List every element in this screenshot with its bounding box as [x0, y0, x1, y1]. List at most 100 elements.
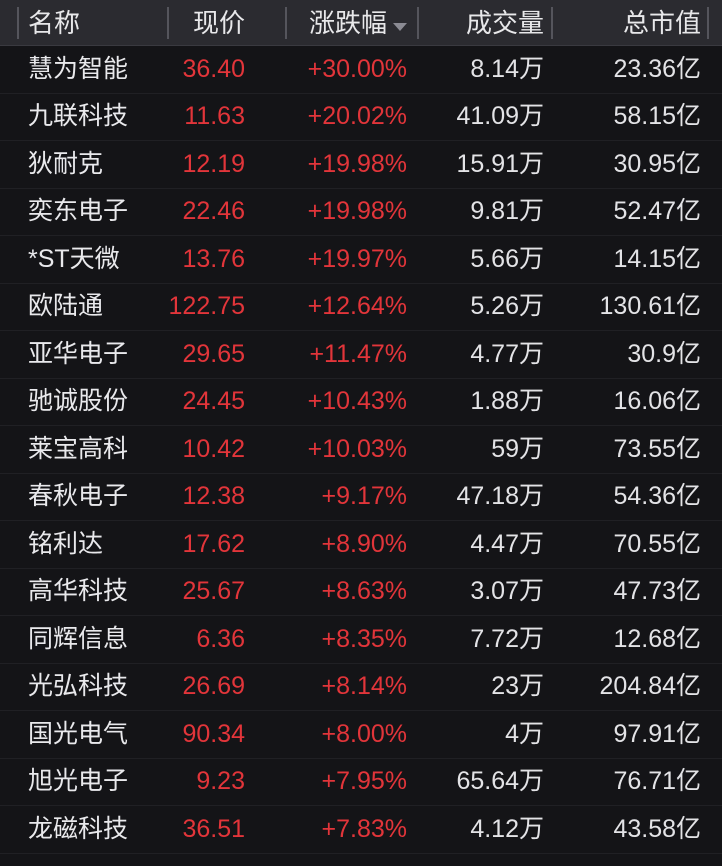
- cell-name: 慧为智能: [28, 54, 129, 83]
- cell-price: 12.38: [182, 482, 245, 510]
- cell-market-cap: 12.68亿: [613, 624, 701, 653]
- cell-change: +20.02%: [307, 102, 407, 130]
- row-left-spacer: [0, 331, 17, 378]
- cell-name: 亚华电子: [28, 339, 129, 368]
- column-header-name[interactable]: 名称: [17, 0, 167, 46]
- column-header-price[interactable]: 现价: [167, 0, 285, 46]
- cell-change: +8.35%: [321, 624, 408, 653]
- cell-volume: 41.09万: [456, 102, 544, 130]
- cell-market-cap: 47.73亿: [613, 577, 701, 605]
- table-row[interactable]: 奕东电子 22.46 +19.98% 9.81万 52.47亿: [0, 189, 722, 236]
- cell-price: 36.40: [182, 54, 245, 83]
- table-row[interactable]: 龙磁科技 36.51 +7.83% 4.12万 43.58亿: [0, 806, 722, 854]
- cell-market-cap: 73.55亿: [613, 434, 701, 463]
- row-left-spacer: [0, 806, 17, 853]
- chevron-down-icon[interactable]: [393, 22, 407, 31]
- table-row[interactable]: 旭光电子 9.23 +7.95% 65.64万 76.71亿: [0, 759, 722, 806]
- cell-name: 同辉信息: [28, 624, 129, 653]
- cell-name: 旭光电子: [28, 767, 129, 795]
- cell-market-cap: 16.06亿: [613, 387, 701, 415]
- cell-price: 11.63: [184, 102, 245, 130]
- cell-change: +10.03%: [307, 434, 407, 463]
- cell-name: 九联科技: [28, 102, 129, 130]
- table-row[interactable]: 铭利达 17.62 +8.90% 4.47万 70.55亿: [0, 521, 722, 569]
- row-left-spacer: [0, 711, 17, 758]
- cell-volume: 8.14万: [470, 54, 544, 83]
- cell-change: +8.63%: [321, 577, 408, 605]
- row-left-spacer: [0, 759, 17, 806]
- row-left-spacer: [0, 94, 17, 141]
- table-row[interactable]: 春秋电子 12.38 +9.17% 47.18万 54.36亿: [0, 474, 722, 521]
- column-header-name-label: 名称: [28, 7, 81, 38]
- cell-change: +19.98%: [307, 197, 407, 225]
- table-row[interactable]: 同辉信息 6.36 +8.35% 7.72万 12.68亿: [0, 616, 722, 664]
- cell-change: +8.14%: [321, 672, 408, 700]
- cell-market-cap: 52.47亿: [613, 197, 701, 225]
- cell-change: +7.83%: [321, 814, 408, 843]
- cell-name: *ST天微: [28, 244, 120, 273]
- header-left-spacer: [0, 0, 17, 45]
- cell-name: 驰诚股份: [28, 387, 129, 415]
- table-row[interactable]: 欧陆通 122.75 +12.64% 5.26万 130.61亿: [0, 284, 722, 331]
- row-left-spacer: [0, 521, 17, 568]
- cell-price: 36.51: [182, 814, 245, 843]
- cell-name: 莱宝高科: [28, 434, 129, 463]
- row-left-spacer: [0, 189, 17, 236]
- cell-price: 10.42: [182, 434, 245, 463]
- column-header-change[interactable]: 涨跌幅: [285, 0, 417, 46]
- row-left-spacer: [0, 569, 17, 616]
- column-header-change-label: 涨跌幅: [308, 7, 387, 38]
- table-row[interactable]: 慧为智能 36.40 +30.00% 8.14万 23.36亿: [0, 46, 722, 94]
- cell-market-cap: 30.95亿: [613, 149, 701, 178]
- row-left-spacer: [0, 426, 17, 473]
- cell-change: +19.97%: [307, 244, 407, 273]
- cell-name: 狄耐克: [28, 149, 104, 178]
- cell-name: 龙磁科技: [28, 814, 129, 843]
- cell-market-cap: 130.61亿: [599, 292, 701, 320]
- cell-market-cap: 23.36亿: [613, 54, 701, 83]
- cell-name: 铭利达: [28, 529, 104, 558]
- table-header-row: 名称 现价 涨跌幅 成交量 总市值: [0, 0, 722, 46]
- cell-price: 9.23: [196, 767, 245, 795]
- cell-market-cap: 54.36亿: [613, 482, 701, 510]
- cell-volume: 65.64万: [456, 767, 544, 795]
- cell-change: +8.00%: [321, 719, 408, 748]
- table-row[interactable]: 莱宝高科 10.42 +10.03% 59万 73.55亿: [0, 426, 722, 474]
- cell-change: +12.64%: [307, 292, 407, 320]
- cell-price: 6.36: [196, 624, 245, 653]
- column-header-market-cap[interactable]: 总市值: [551, 0, 709, 46]
- cell-name: 奕东电子: [28, 197, 129, 225]
- row-left-spacer: [0, 46, 17, 93]
- cell-name: 国光电气: [28, 719, 129, 748]
- table-row[interactable]: 国光电气 90.34 +8.00% 4万 97.91亿: [0, 711, 722, 759]
- column-header-price-label: 现价: [192, 7, 245, 38]
- cell-change: +11.47%: [309, 339, 407, 368]
- table-row[interactable]: 亚华电子 29.65 +11.47% 4.77万 30.9亿: [0, 331, 722, 379]
- table-row[interactable]: 九联科技 11.63 +20.02% 41.09万 58.15亿: [0, 94, 722, 141]
- cell-price: 25.67: [182, 577, 245, 605]
- table-row[interactable]: 驰诚股份 24.45 +10.43% 1.88万 16.06亿: [0, 379, 722, 426]
- row-left-spacer: [0, 379, 17, 426]
- cell-volume: 4.47万: [470, 529, 544, 558]
- cell-volume: 5.26万: [470, 292, 544, 320]
- cell-change: +30.00%: [307, 54, 407, 83]
- table-row[interactable]: *ST天微 13.76 +19.97% 5.66万 14.15亿: [0, 236, 722, 284]
- cell-market-cap: 76.71亿: [613, 767, 701, 795]
- cell-name: 光弘科技: [28, 672, 129, 700]
- column-header-market-cap-label: 总市值: [622, 7, 701, 38]
- table-row[interactable]: 光弘科技 26.69 +8.14% 23万 204.84亿: [0, 664, 722, 711]
- table-row[interactable]: 狄耐克 12.19 +19.98% 15.91万 30.95亿: [0, 141, 722, 189]
- cell-volume: 4.77万: [470, 339, 544, 368]
- column-header-volume[interactable]: 成交量: [417, 0, 551, 46]
- cell-name: 欧陆通: [28, 292, 104, 320]
- cell-price: 29.65: [182, 339, 245, 368]
- row-left-spacer: [0, 284, 17, 331]
- cell-volume: 5.66万: [470, 244, 544, 273]
- cell-volume: 23万: [491, 672, 544, 700]
- row-left-spacer: [0, 474, 17, 521]
- cell-price: 12.19: [182, 149, 245, 178]
- cell-volume: 47.18万: [456, 482, 544, 510]
- cell-change: +9.17%: [321, 482, 408, 510]
- table-row[interactable]: 高华科技 25.67 +8.63% 3.07万 47.73亿: [0, 569, 722, 616]
